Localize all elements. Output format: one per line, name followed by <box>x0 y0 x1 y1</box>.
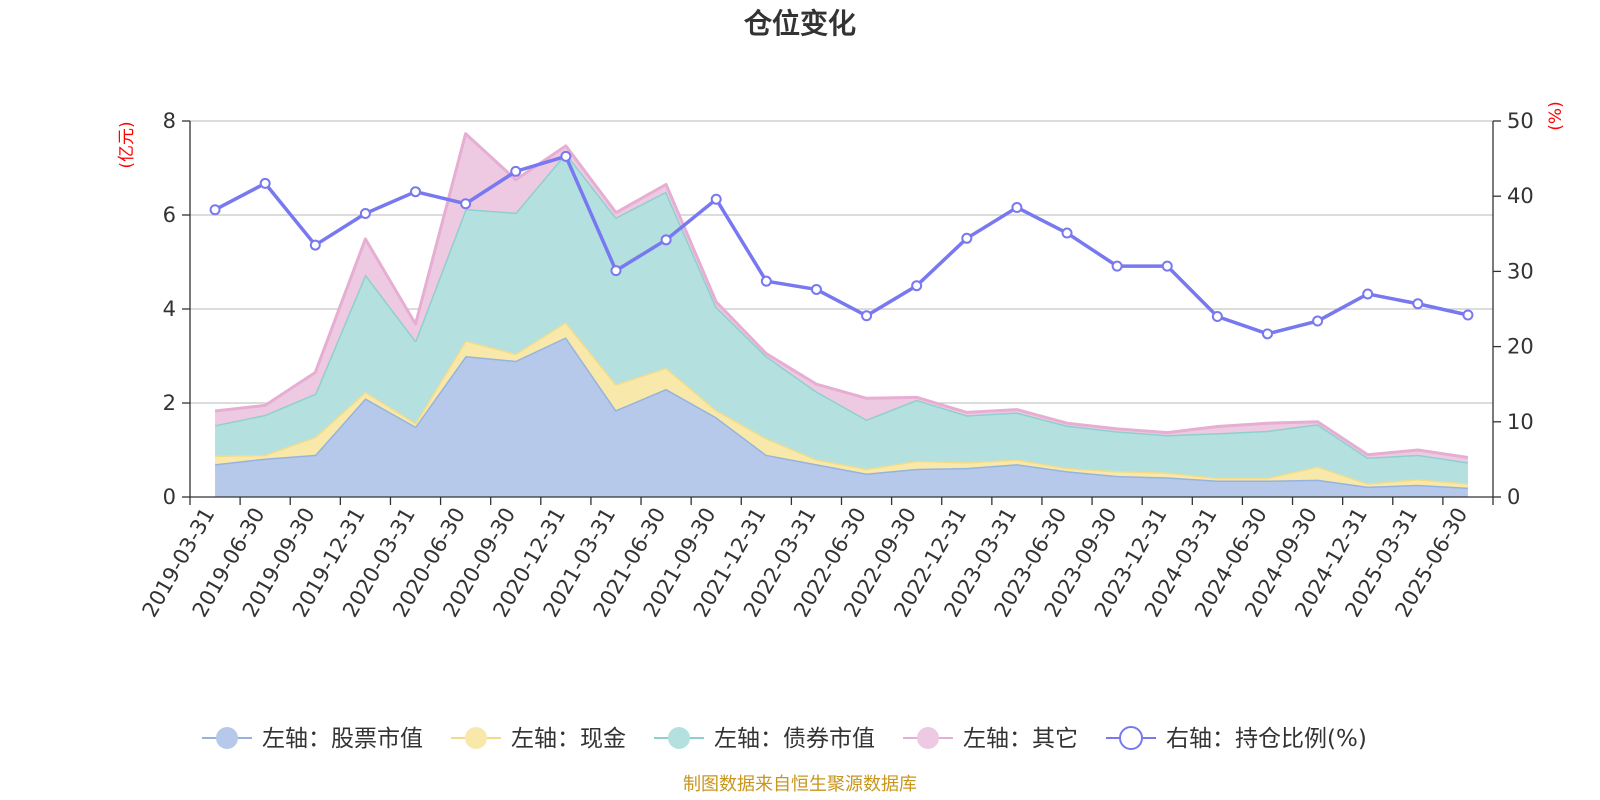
legend-marker <box>216 727 238 749</box>
left-tick-label: 2 <box>163 391 176 415</box>
legend-label: 左轴：股票市值 <box>262 726 423 752</box>
ratio-point <box>359 207 371 219</box>
left-axis-unit: (亿元) <box>117 121 137 168</box>
right-tick-label: 0 <box>1507 485 1520 509</box>
ratio-point <box>1412 298 1424 310</box>
data-source-note: 制图数据来自恒生聚源数据库 <box>683 774 917 795</box>
left-tick-label: 0 <box>163 485 176 509</box>
right-axis-unit: (%) <box>1546 101 1566 130</box>
legend: 左轴：股票市值 左轴：现金 左轴：债券市值 左轴：其它 右轴：持仓比例(%) <box>202 726 1367 752</box>
left-tick-label: 4 <box>163 297 176 321</box>
ratio-point <box>1161 260 1173 272</box>
ratio-point <box>1061 227 1073 239</box>
legend-marker <box>1119 726 1143 750</box>
ratio-point <box>660 234 672 246</box>
area-stock <box>215 337 1468 497</box>
legend-label: 左轴：其它 <box>963 726 1078 752</box>
ratio-point <box>309 239 321 251</box>
area-edge-other <box>214 132 1469 460</box>
ratio-point <box>911 280 923 292</box>
ratio-point <box>810 283 822 295</box>
ratio-point <box>1111 260 1123 272</box>
ratio-line-path <box>214 154 1469 336</box>
chart-title: 仓位变化 <box>744 7 856 40</box>
ratio-point <box>1312 315 1324 327</box>
ratio-point <box>760 275 772 287</box>
ratio-point <box>209 204 221 216</box>
ratio-point <box>460 198 472 210</box>
right-tick-label: 50 <box>1507 109 1534 133</box>
right-tick-label: 30 <box>1507 259 1534 283</box>
ratio-point <box>1462 309 1474 321</box>
ratio-point <box>861 310 873 322</box>
legend-marker <box>917 727 939 749</box>
legend-label: 左轴：现金 <box>511 726 626 752</box>
ratio-point <box>410 186 422 198</box>
legend-label: 左轴：债券市值 <box>714 726 875 752</box>
ratio-point <box>1362 288 1374 300</box>
ratio-point <box>961 232 973 244</box>
ratio-point <box>1261 328 1273 340</box>
ratio-point <box>1011 201 1023 213</box>
ratio-point <box>510 165 522 177</box>
ratio-point <box>610 265 622 277</box>
stacked-areas <box>214 132 1469 497</box>
area-other <box>215 133 1468 463</box>
holding-ratio-line <box>209 150 1474 340</box>
ratio-point <box>560 150 572 162</box>
area-bond <box>215 152 1468 484</box>
right-tick-label: 40 <box>1507 184 1534 208</box>
legend-marker <box>668 727 690 749</box>
ratio-point <box>259 177 271 189</box>
right-tick-label: 20 <box>1507 335 1534 359</box>
left-tick-label: 6 <box>163 203 176 227</box>
legend-label: 右轴：持仓比例(%) <box>1166 726 1367 752</box>
legend-marker <box>465 727 487 749</box>
left-tick-label: 8 <box>163 109 176 133</box>
ratio-point <box>710 193 722 205</box>
right-tick-label: 10 <box>1507 410 1534 434</box>
ratio-point <box>1211 311 1223 323</box>
